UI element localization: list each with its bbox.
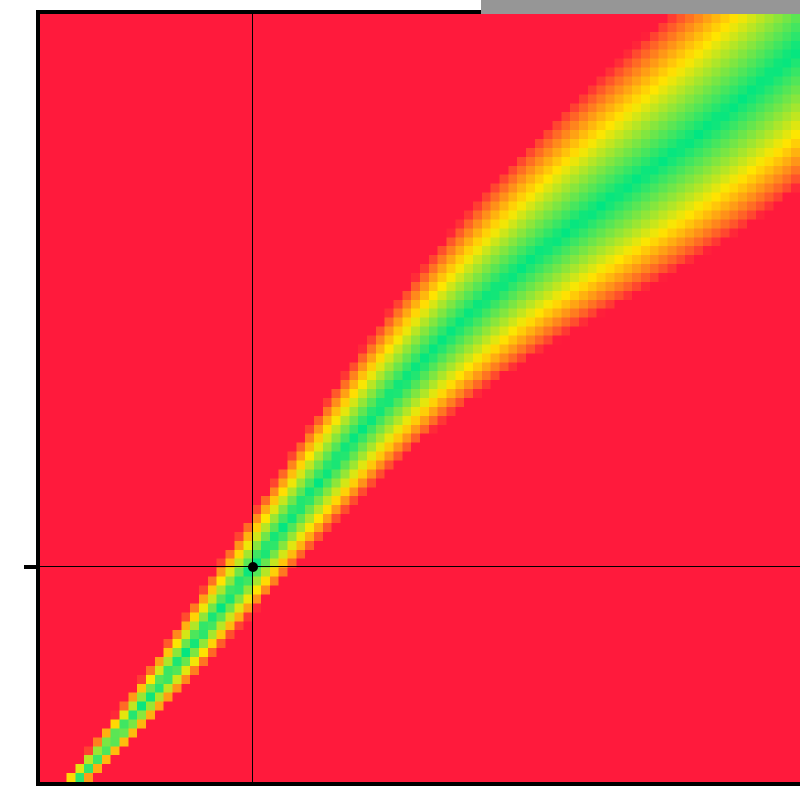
- plot-border-left: [36, 14, 40, 782]
- y-axis-tick: [24, 565, 36, 569]
- heatmap-canvas: [40, 14, 800, 782]
- plot-border-top-segment: [36, 10, 481, 14]
- plot-border-bottom: [36, 782, 800, 786]
- heatmap-plot: [40, 14, 800, 782]
- vertical-axis-line: [252, 14, 253, 782]
- horizontal-axis-line: [40, 566, 800, 567]
- origin-marker-dot: [248, 562, 258, 572]
- top-right-grey-bar: [481, 0, 800, 14]
